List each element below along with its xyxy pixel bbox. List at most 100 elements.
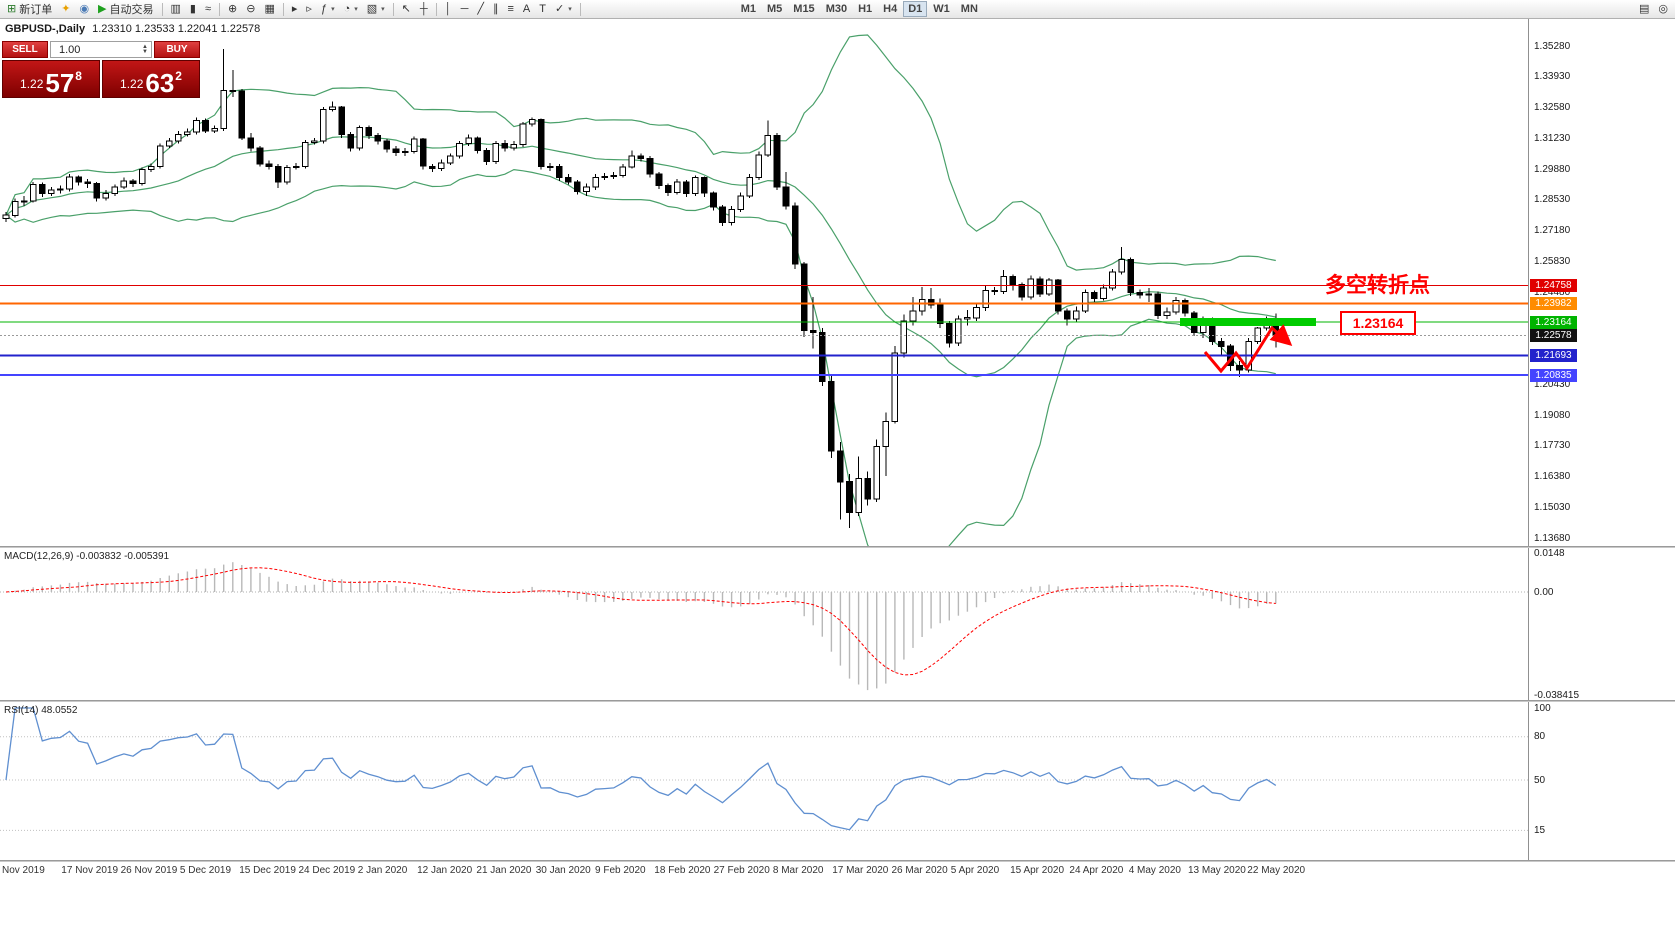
timeframe-m30[interactable]: M30	[821, 1, 852, 17]
buy-price-display[interactable]: 1.22 63 2	[102, 60, 200, 98]
candlestick-chart-icon[interactable]: ▮	[186, 1, 200, 17]
buy-price-big: 63	[145, 68, 175, 98]
vertical-line-icon[interactable]: │	[441, 1, 456, 17]
templates-icon-dropdown[interactable]: ▾	[381, 6, 385, 13]
arrows-tool-icon[interactable]: ✓ ▾	[551, 1, 576, 17]
symbol-period-label: GBPUSD-,Daily	[5, 23, 86, 35]
new-order-button-glyph: ⊞	[7, 2, 17, 15]
bar-chart-icon[interactable]: ▥	[167, 1, 185, 17]
crosshair-icon-glyph: ┼	[419, 2, 428, 15]
macd-axis[interactable]: 0.0148 0.00 -0.038415	[1528, 548, 1675, 701]
price-axis-label: 1.31230	[1534, 132, 1571, 144]
cursor-icon[interactable]: ↖	[398, 1, 415, 17]
zoom-out-icon[interactable]: ⊖	[242, 1, 259, 17]
macd-axis-label: -0.038415	[1534, 689, 1580, 701]
market-watch-icon[interactable]: ◉	[75, 1, 93, 17]
spinner-up-icon[interactable]: ▲	[142, 43, 148, 50]
price-axis-label: 1.32580	[1534, 102, 1571, 113]
label-tool-icon-glyph: T	[539, 2, 546, 15]
rsi-pane[interactable]	[0, 702, 1528, 860]
price-badge: 1.20835	[1530, 368, 1577, 382]
timeframe-mn[interactable]: MN	[956, 1, 983, 17]
volume-value: 1.00	[59, 43, 81, 56]
tile-windows-icon[interactable]: ▦	[260, 1, 278, 17]
timeframe-w1[interactable]: W1	[928, 1, 955, 17]
window-list-icon[interactable]: ▤	[1635, 1, 1653, 17]
zoom-in-icon-glyph: ⊕	[228, 2, 238, 15]
label-tool-icon[interactable]: T	[535, 1, 550, 17]
indicators-icon[interactable]: ƒ ▾	[317, 1, 339, 17]
timeframe-h4[interactable]: H4	[878, 1, 902, 17]
timeframe-m5[interactable]: M5	[762, 1, 787, 17]
trendline-icon[interactable]: ╱	[473, 1, 488, 17]
date-axis-label: 4 May 2020	[1128, 865, 1181, 876]
bar-chart-icon-glyph: ▥	[170, 2, 181, 15]
chart-shift-icon[interactable]: ▹	[302, 1, 316, 17]
auto-scroll-icon[interactable]: ▸	[288, 1, 302, 17]
macd-pane[interactable]	[0, 548, 1528, 700]
periods-icon[interactable]: ◔ ▾	[340, 1, 362, 17]
arrows-tool-icon-dropdown[interactable]: ▾	[568, 6, 572, 13]
price-axis[interactable]: 1.35280 1.33930 1.32580 1.31230 1.29880 1.285…	[1528, 19, 1675, 546]
sell-price-big: 57	[45, 68, 75, 98]
spinner-down-icon[interactable]: ▼	[142, 48, 148, 55]
rsi-value: 48.0552	[41, 705, 78, 716]
periods-icon-dropdown[interactable]: ▾	[354, 6, 358, 13]
date-axis-label: 9 Feb 2020	[595, 865, 646, 876]
timeframe-d1[interactable]: D1	[903, 1, 928, 17]
one-click-trade-panel: SELL 1.00 ▲ ▼ BUY 1.22 57 8 1.22 63 2	[2, 41, 200, 98]
price-tag-annotation: 1.23164	[1340, 311, 1416, 335]
favorites-icon[interactable]: ✦	[57, 1, 74, 17]
autotrading-button[interactable]: ▶ 自动交易	[94, 1, 157, 17]
favorites-icon-glyph: ✦	[61, 2, 71, 15]
text-tool-icon[interactable]: A	[519, 1, 534, 17]
horizontal-line-icon[interactable]: ─	[457, 1, 473, 17]
macd-axis-label: 0.00	[1534, 586, 1554, 598]
vertical-line-icon-glyph: │	[444, 2, 452, 15]
price-axis-label: 1.35280	[1534, 40, 1571, 52]
price-axis-label: 1.13680	[1534, 532, 1571, 544]
date-axis-label: 15 Dec 2019	[239, 865, 296, 876]
rsi-axis[interactable]: 100 80 50 15	[1528, 702, 1675, 860]
channel-icon[interactable]: ∥	[489, 1, 503, 17]
sell-price-display[interactable]: 1.22 57 8	[2, 60, 100, 98]
buy-button[interactable]: BUY	[154, 41, 200, 58]
fibonacci-icon[interactable]: ≡	[503, 1, 517, 17]
new-order-button[interactable]: ⊞ 新订单	[3, 1, 56, 17]
volume-input[interactable]: 1.00 ▲ ▼	[50, 41, 152, 58]
window-list-icon-glyph: ▤	[1638, 2, 1650, 15]
chart-ohlc-values: 1.23310 1.23533 1.22041 1.22578	[92, 23, 261, 35]
timeframe-m1[interactable]: M1	[736, 1, 761, 17]
main-chart[interactable]	[0, 19, 1528, 546]
sell-button[interactable]: SELL	[2, 41, 48, 58]
crosshair-icon[interactable]: ┼	[416, 1, 432, 17]
price-axis-label: 1.27180	[1534, 225, 1571, 236]
pane-separator[interactable]	[0, 546, 1675, 548]
auto-scroll-icon-glyph: ▸	[291, 2, 298, 15]
buy-price-prefix: 1.22	[120, 77, 144, 91]
templates-icon[interactable]: ▧ ▾	[363, 1, 389, 17]
timeframe-m15[interactable]: M15	[788, 1, 819, 17]
zoom-in-icon[interactable]: ⊕	[224, 1, 241, 17]
horizontal-line-icon-glyph: ─	[460, 2, 469, 15]
search-icon[interactable]: ◎	[1654, 1, 1672, 17]
pane-separator[interactable]	[0, 860, 1675, 862]
volume-spinner[interactable]: ▲ ▼	[142, 43, 148, 55]
chart-title: GBPUSD-,Daily 1.23310 1.23533 1.22041 1.2…	[5, 23, 260, 35]
price-badge: 1.23164	[1530, 315, 1577, 329]
line-chart-icon[interactable]: ≈	[201, 1, 215, 17]
candlestick-chart-icon-glyph: ▮	[189, 2, 196, 15]
macd-axis-label: 0.0148	[1534, 548, 1565, 559]
price-badge: 1.23982	[1530, 296, 1577, 310]
price-badge: 1.21693	[1530, 349, 1577, 362]
indicators-icon-dropdown[interactable]: ▾	[331, 6, 335, 13]
tile-windows-icon-glyph: ▦	[264, 2, 275, 15]
timeframe-h1[interactable]: H1	[853, 1, 877, 17]
price-axis-label: 1.16380	[1534, 471, 1571, 482]
rsi-name: RSI(14)	[4, 705, 39, 716]
pane-separator[interactable]	[0, 700, 1675, 702]
zoom-out-icon-glyph: ⊖	[246, 2, 256, 15]
date-axis-label: Nov 2019	[2, 865, 45, 876]
date-axis[interactable]: Nov 2019 17 Nov 2019 26 Nov 2019 5 Dec 2019…	[0, 862, 1528, 880]
